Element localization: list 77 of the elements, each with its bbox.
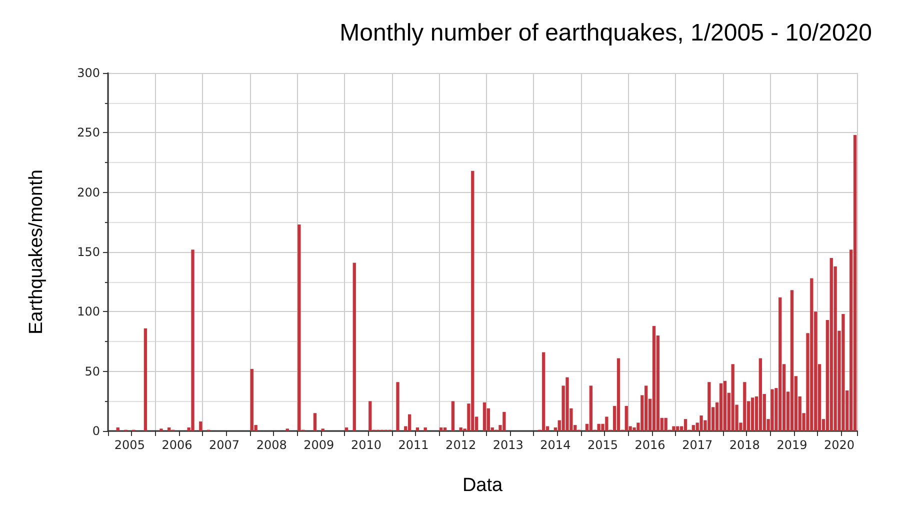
bar <box>652 326 656 431</box>
x-tick-label: 2005 <box>114 438 145 452</box>
y-tick-label: 250 <box>77 126 100 140</box>
x-tick-label: 2014 <box>540 438 571 452</box>
bar <box>250 368 254 431</box>
chart-title: Monthly number of earthquakes, 1/2005 - 10/2020 <box>340 20 872 46</box>
bar <box>502 412 506 431</box>
bar <box>542 352 546 431</box>
y-tick-label: 50 <box>84 364 100 378</box>
x-tick-label: 2017 <box>682 438 713 452</box>
x-tick-label: 2007 <box>209 438 240 452</box>
bar <box>168 427 171 431</box>
x-tick-label: 2018 <box>729 438 760 452</box>
bar <box>758 358 762 431</box>
x-tick-label: 2019 <box>776 438 808 452</box>
x-tick-label: 2006 <box>162 438 192 452</box>
bar <box>644 386 648 431</box>
bar <box>790 290 794 431</box>
bar <box>770 389 774 431</box>
y-tick-label: 0 <box>92 424 100 438</box>
x-tick-label: 2020 <box>824 438 855 452</box>
bar <box>313 413 317 431</box>
bar <box>344 427 348 431</box>
bar <box>482 402 486 431</box>
bar <box>605 416 608 431</box>
bar <box>672 426 676 431</box>
bar <box>853 135 857 431</box>
bar <box>424 427 427 431</box>
bar <box>144 328 148 431</box>
y-tick-label: 150 <box>77 245 100 259</box>
bar <box>692 425 695 431</box>
bar <box>451 401 455 431</box>
bar <box>597 424 600 431</box>
bar <box>352 262 356 431</box>
x-tick-label: 2010 <box>350 438 382 452</box>
bar <box>191 250 194 431</box>
x-axis-title: Data <box>462 475 503 496</box>
bar <box>298 224 301 431</box>
bar <box>684 419 688 431</box>
bar <box>700 415 703 431</box>
bar <box>743 382 746 431</box>
bar <box>842 314 845 431</box>
bar <box>676 426 680 431</box>
bar <box>719 383 723 431</box>
y-tick-label: 200 <box>77 185 100 200</box>
y-axis-title: Earthquakes/month <box>26 170 47 334</box>
x-tick-label: 2008 <box>256 438 287 452</box>
bar <box>624 406 628 431</box>
bar <box>664 418 668 431</box>
bar <box>616 358 620 431</box>
bar <box>566 377 569 431</box>
x-tick-label: 2009 <box>304 438 334 452</box>
bar <box>396 382 400 431</box>
bar <box>459 427 462 431</box>
bar <box>116 427 120 431</box>
bar <box>443 427 447 431</box>
bar <box>440 427 443 431</box>
y-tick-label: 300 <box>77 66 100 80</box>
y-tick-label: 100 <box>77 304 100 319</box>
x-tick-label: 2013 <box>492 438 524 452</box>
bar <box>723 380 727 431</box>
bar <box>708 382 711 431</box>
bar <box>731 364 734 431</box>
x-tick-label: 2011 <box>398 438 429 452</box>
bar <box>368 401 372 431</box>
bar <box>408 414 412 431</box>
bar <box>830 258 833 431</box>
x-tick-label: 2015 <box>587 438 618 452</box>
bar <box>810 278 814 431</box>
bar <box>199 421 202 431</box>
bar <box>778 297 782 431</box>
bar <box>471 170 474 431</box>
bar <box>589 386 592 431</box>
bar <box>750 398 754 431</box>
x-tick-label: 2016 <box>634 438 666 452</box>
x-tick-label: 2012 <box>446 438 476 452</box>
bar <box>416 427 420 431</box>
